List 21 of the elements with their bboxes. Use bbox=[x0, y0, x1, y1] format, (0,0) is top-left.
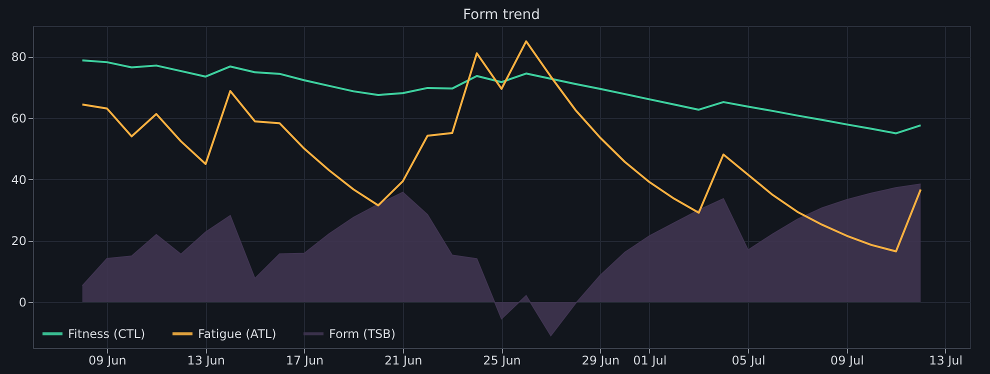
x-tick-label: 25 Jun bbox=[483, 354, 521, 368]
y-tick-label: 40 bbox=[11, 172, 26, 187]
x-tick-label: 17 Jun bbox=[286, 354, 324, 368]
legend-label: Form (TSB) bbox=[329, 326, 396, 341]
x-tick-label: 29 Jun bbox=[582, 354, 620, 368]
x-tick-label: 01 Jul bbox=[633, 354, 667, 368]
x-tick-label: 13 Jun bbox=[187, 354, 226, 368]
x-tick-label: 05 Jul bbox=[732, 354, 766, 368]
x-tick-label: 13 Jul bbox=[929, 354, 963, 368]
y-tick-label: 80 bbox=[11, 50, 26, 64]
legend-label: Fatigue (ATL) bbox=[198, 326, 276, 341]
y-tick-label: 60 bbox=[11, 112, 26, 126]
line-series bbox=[81, 59, 922, 134]
x-tick-label: 09 Jun bbox=[88, 354, 126, 368]
line-series bbox=[81, 40, 922, 252]
chart-title: Form trend bbox=[462, 7, 540, 23]
y-tick-label: 0 bbox=[18, 296, 26, 310]
x-tick-label: 09 Jul bbox=[830, 354, 864, 368]
legend-label: Fitness (CTL) bbox=[68, 326, 146, 341]
x-tick-label: 21 Jun bbox=[384, 354, 422, 368]
y-tick-label: 20 bbox=[11, 234, 26, 248]
